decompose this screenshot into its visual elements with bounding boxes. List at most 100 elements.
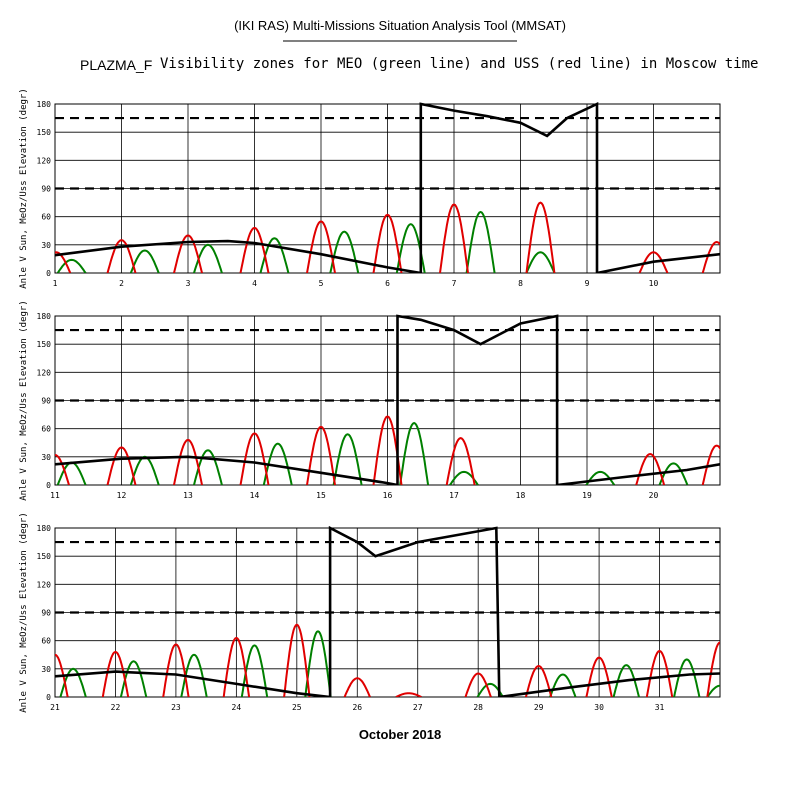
x-tick-label: 3 xyxy=(186,279,191,288)
uss-pass xyxy=(372,213,403,273)
y-tick-label: 90 xyxy=(41,185,51,194)
x-tick-label: 17 xyxy=(449,491,459,500)
x-tick-label: 7 xyxy=(452,279,457,288)
uss-pass xyxy=(106,239,137,273)
x-tick-label: 2 xyxy=(119,279,124,288)
meo-pass xyxy=(399,421,430,485)
x-tick-label: 24 xyxy=(232,703,242,712)
uss-pass xyxy=(55,251,72,273)
x-tick-label: 29 xyxy=(534,703,544,712)
meo-pass xyxy=(549,673,577,697)
meo-pass xyxy=(56,258,87,273)
y-tick-label: 150 xyxy=(37,340,52,349)
uss-pass xyxy=(306,425,336,485)
y-tick-label: 90 xyxy=(41,397,51,406)
x-tick-label: 19 xyxy=(582,491,592,500)
sun-angle-line xyxy=(55,314,720,485)
meo-pass xyxy=(465,210,496,273)
plot-area xyxy=(55,526,720,697)
x-tick-label: 25 xyxy=(292,703,302,712)
y-axis-label: Anle V Sun, MeOz/Uss Elevation (degr) xyxy=(19,88,29,288)
y-tick-label: 60 xyxy=(41,213,51,222)
x-tick-label: 16 xyxy=(383,491,393,500)
uss-pass xyxy=(701,240,720,273)
uss-pass xyxy=(173,234,203,273)
uss-pass xyxy=(101,650,130,697)
plot-area xyxy=(55,314,720,485)
x-tick-label: 15 xyxy=(316,491,326,500)
uss-pass xyxy=(706,641,720,697)
sun-angle-line xyxy=(55,526,720,697)
y-tick-label: 180 xyxy=(37,100,52,109)
x-tick-label: 21 xyxy=(50,703,60,712)
chart-title: (IKI RAS) Multi-Missions Situation Analy… xyxy=(234,18,566,33)
uss-pass xyxy=(239,432,270,485)
y-tick-label: 90 xyxy=(41,609,51,618)
x-axis-label: October 2018 xyxy=(359,727,441,742)
y-tick-label: 0 xyxy=(46,269,51,278)
meo-pass xyxy=(673,658,701,697)
meo-pass xyxy=(332,433,363,485)
y-tick-label: 120 xyxy=(37,368,52,377)
uss-pass xyxy=(343,677,371,697)
x-tick-label: 26 xyxy=(352,703,362,712)
uss-pass xyxy=(395,692,422,697)
uss-pass xyxy=(222,636,251,697)
uss-pass xyxy=(173,438,203,485)
y-tick-label: 150 xyxy=(37,128,52,137)
uss-pass xyxy=(525,201,556,273)
uss-pass xyxy=(55,453,70,485)
x-tick-label: 9 xyxy=(585,279,590,288)
x-tick-label: 12 xyxy=(117,491,127,500)
meo-pass xyxy=(329,230,360,273)
uss-pass xyxy=(162,643,190,697)
panel-1: 1 2 3 4 5 6 7 8 9 10 0 30 60 90 120 150 180 Anle V Sun, M… xyxy=(19,88,721,289)
meo-pass xyxy=(129,249,160,273)
x-tick-label: 20 xyxy=(649,491,659,500)
uss-pass xyxy=(464,672,492,697)
x-tick-label: 1 xyxy=(53,279,58,288)
y-tick-label: 150 xyxy=(37,552,52,561)
y-tick-label: 60 xyxy=(41,637,51,646)
meo-pass xyxy=(706,684,720,697)
y-tick-label: 180 xyxy=(37,312,52,321)
meo-pass xyxy=(304,630,332,697)
uss-pass xyxy=(645,649,674,697)
y-tick-label: 60 xyxy=(41,425,51,434)
panel-2: 11 12 13 14 15 16 17 18 19 20 0 30 60 90 120 150 180 Anle… xyxy=(19,300,721,501)
x-tick-label: 23 xyxy=(171,703,181,712)
uss-pass xyxy=(585,656,613,697)
y-tick-label: 180 xyxy=(37,524,52,533)
x-tick-label: 18 xyxy=(516,491,526,500)
x-tick-label: 13 xyxy=(183,491,193,500)
x-tick-label: 4 xyxy=(252,279,257,288)
x-tick-label: 28 xyxy=(473,703,483,712)
x-tick-label: 5 xyxy=(319,279,324,288)
y-tick-label: 120 xyxy=(37,580,52,589)
x-tick-label: 31 xyxy=(655,703,665,712)
x-tick-label: 6 xyxy=(385,279,390,288)
uss-pass xyxy=(445,437,476,485)
x-tick-label: 14 xyxy=(250,491,260,500)
y-tick-label: 30 xyxy=(41,241,51,250)
uss-pass xyxy=(306,220,336,273)
y-axis-label: Anle V Sun, MeOz/Uss Elevation (degr) xyxy=(19,300,29,500)
uss-pass xyxy=(635,452,666,485)
uss-pass xyxy=(239,226,270,273)
meo-pass xyxy=(658,462,689,485)
y-axis-label: Anle V Sun, MeOz/Uss Elevation (degr) xyxy=(19,512,29,712)
x-tick-label: 8 xyxy=(518,279,523,288)
uss-pass xyxy=(439,203,469,273)
x-tick-label: 11 xyxy=(50,491,60,500)
plot-area xyxy=(55,102,720,273)
meo-pass xyxy=(525,251,556,273)
x-tick-label: 27 xyxy=(413,703,423,712)
panel-3: 21 22 23 24 25 26 27 28 29 30 31 0 30 60 90 120 150 180 An… xyxy=(19,512,721,713)
y-tick-label: 0 xyxy=(46,481,51,490)
x-tick-label: 22 xyxy=(111,703,121,712)
uss-pass xyxy=(524,664,553,697)
y-tick-label: 30 xyxy=(41,665,51,674)
y-tick-label: 120 xyxy=(37,156,52,165)
